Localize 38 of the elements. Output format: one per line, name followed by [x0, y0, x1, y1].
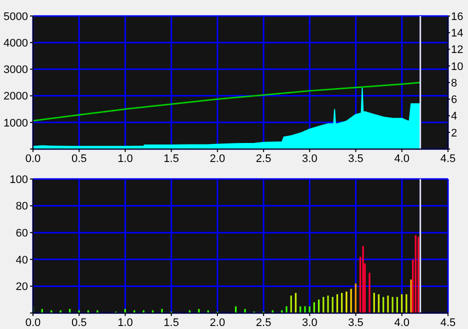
x-tick-label: 3.0: [302, 152, 318, 165]
x-tick-label: 3.0: [302, 316, 318, 329]
y-tick-label: 60: [16, 228, 28, 240]
y-tick-label: 80: [16, 200, 28, 213]
x-tick-label: 0.0: [25, 316, 41, 329]
x-tick-label: 4.0: [394, 152, 410, 165]
x-tick-label: 2.0: [210, 316, 226, 329]
x-tick-label: 2.5: [256, 316, 272, 329]
x-tick-label: 0.5: [71, 316, 87, 329]
y-tick-label: 1000: [4, 117, 28, 130]
x-tick-label: 2.5: [256, 152, 272, 165]
x-tick-label: 1.0: [118, 152, 133, 165]
x-tick-label: 1.5: [164, 152, 179, 165]
y-tick-label: 5000: [4, 10, 28, 23]
x-tick-label: 0.5: [71, 152, 87, 165]
x-tick-label: 4.0: [394, 316, 410, 329]
y-tick-label: 40: [16, 254, 28, 266]
y2-tick-label: 2: [451, 127, 458, 140]
x-tick-label: 4.5: [440, 152, 456, 165]
y2-tick-label: 16: [451, 10, 464, 23]
x-tick-label: 1.5: [164, 316, 179, 329]
y-tick-label: 100: [10, 174, 28, 186]
y-tick-label: 3000: [4, 64, 28, 76]
y-tick-label: 20: [16, 281, 28, 294]
x-tick-label: 2.0: [210, 152, 226, 165]
x-tick-label: 4.5: [440, 316, 456, 329]
y2-tick-label: 8: [451, 77, 458, 90]
y-tick-label: 4000: [4, 38, 28, 50]
y2-tick-label: 12: [451, 44, 464, 56]
x-tick-label: 0.0: [25, 152, 41, 165]
y2-tick-label: 10: [451, 60, 464, 73]
x-tick-label: 1.0: [118, 316, 133, 329]
y2-tick-label: 6: [451, 94, 458, 106]
y2-tick-label: 4: [451, 110, 458, 123]
x-tick-label: 3.5: [348, 152, 364, 165]
x-tick-label: 3.5: [348, 316, 364, 329]
y-tick-label: 2000: [4, 90, 28, 103]
y2-tick-label: 14: [451, 28, 464, 40]
